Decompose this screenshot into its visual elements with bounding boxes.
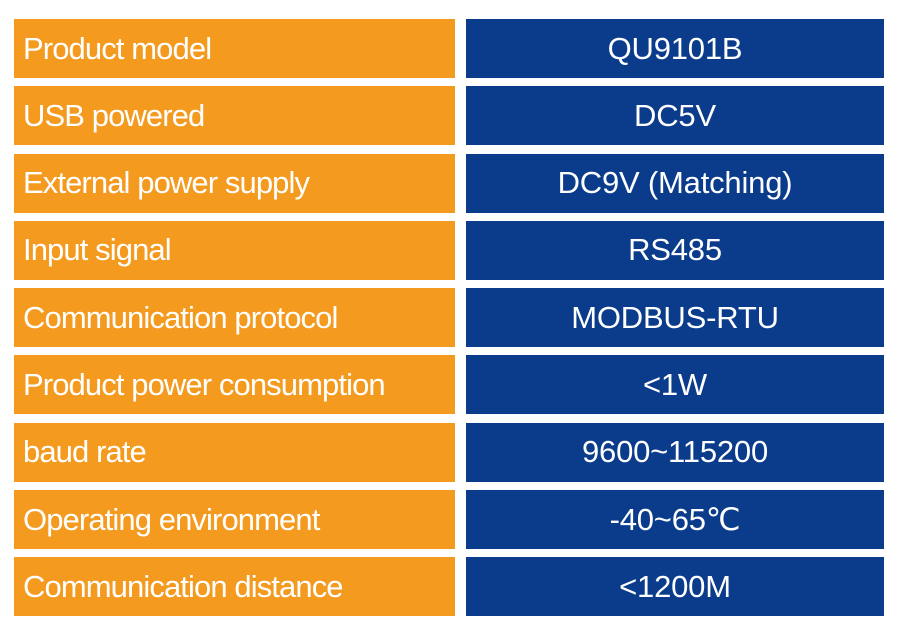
spec-value: <1W bbox=[466, 355, 884, 415]
spec-row-communication-protocol: Communication protocol MODBUS-RTU bbox=[0, 288, 900, 348]
spec-label: USB powered bbox=[14, 86, 455, 146]
spec-value: -40~65℃ bbox=[466, 490, 884, 550]
spec-value: RS485 bbox=[466, 220, 884, 280]
spec-label: Product power consumption bbox=[14, 355, 455, 415]
spec-row-operating-environment: Operating environment -40~65℃ bbox=[0, 490, 900, 550]
spec-row-usb-powered: USB powered DC5V bbox=[0, 86, 900, 146]
spec-row-communication-distance: Communication distance <1200M bbox=[0, 557, 900, 617]
spec-label: Communication distance bbox=[14, 557, 455, 617]
spec-value: DC9V (Matching) bbox=[466, 153, 884, 213]
spec-label: Communication protocol bbox=[14, 288, 455, 348]
spec-value: QU9101B bbox=[466, 19, 884, 78]
spec-value: 9600~115200 bbox=[466, 422, 884, 482]
spec-label: Input signal bbox=[14, 220, 455, 280]
spec-value: <1200M bbox=[466, 557, 884, 617]
spec-value: MODBUS-RTU bbox=[466, 288, 884, 348]
spec-row-power-consumption: Product power consumption <1W bbox=[0, 355, 900, 415]
spec-row-external-power-supply: External power supply DC9V (Matching) bbox=[0, 153, 900, 213]
spec-row-baud-rate: baud rate 9600~115200 bbox=[0, 422, 900, 482]
spec-row-input-signal: Input signal RS485 bbox=[0, 220, 900, 280]
spec-label: baud rate bbox=[14, 422, 455, 482]
spec-value: DC5V bbox=[466, 86, 884, 146]
spec-row-product-model: Product model QU9101B bbox=[0, 19, 900, 78]
spec-label: External power supply bbox=[14, 153, 455, 213]
spec-label: Operating environment bbox=[14, 490, 455, 550]
spec-label: Product model bbox=[14, 19, 455, 78]
